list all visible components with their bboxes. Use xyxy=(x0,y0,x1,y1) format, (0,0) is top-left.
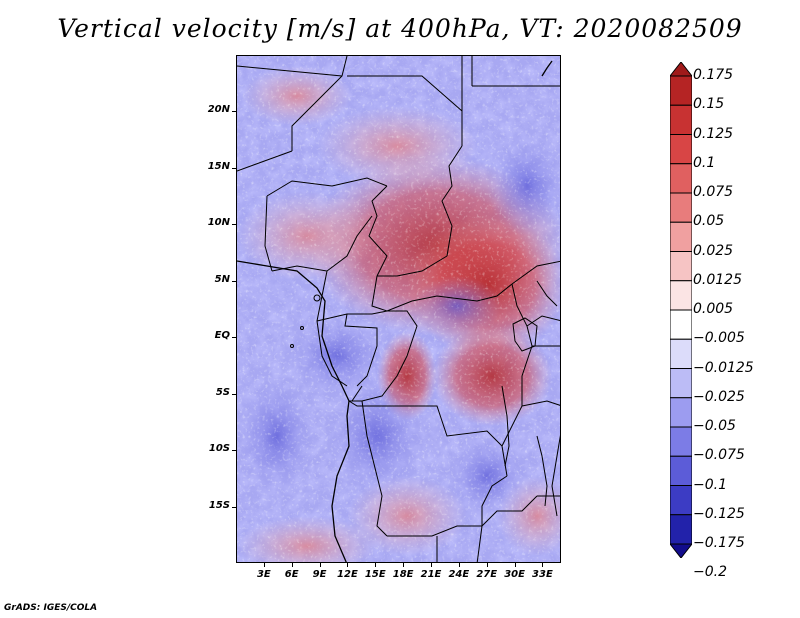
colorbar-swatch xyxy=(670,62,692,77)
colorbar-label: 0.005 xyxy=(693,301,734,317)
lon-tick-mark xyxy=(486,563,488,567)
lat-tick-mark xyxy=(232,450,236,452)
colorbar-swatch xyxy=(670,338,692,369)
colorbar-swatch xyxy=(670,163,692,194)
colorbar-label: 0.075 xyxy=(693,184,734,200)
colorbar-label: 0.125 xyxy=(693,125,734,142)
colorbar-label: 0.15 xyxy=(693,96,725,113)
lon-tick-label: 12E xyxy=(337,569,358,580)
colorbar-swatch xyxy=(670,514,692,545)
lon-tick-label: 18E xyxy=(392,569,414,580)
lat-tick-mark xyxy=(232,393,236,395)
lat-tick-mark xyxy=(232,506,236,508)
lon-tick-mark xyxy=(542,563,544,567)
colorbar xyxy=(670,62,692,558)
lon-tick-mark xyxy=(431,563,432,567)
lon-tick-mark xyxy=(319,563,321,567)
colorbar-label: 0.1 xyxy=(693,154,716,171)
colorbar-swatch xyxy=(670,192,692,223)
colorbar-swatch xyxy=(670,455,692,486)
lon-tick-mark xyxy=(514,563,516,567)
colorbar-swatch xyxy=(670,485,692,516)
colorbar-label: −0.1 xyxy=(693,476,727,493)
map-title: Vertical velocity [m/s] at 400hPa, VT: 2… xyxy=(57,14,743,43)
lat-tick-mark xyxy=(232,337,236,339)
colorbar-label: −0.2 xyxy=(693,564,727,581)
lon-tick-mark xyxy=(375,563,377,567)
lon-tick-label: 27E xyxy=(476,569,498,580)
lat-tick-mark xyxy=(232,167,236,169)
lon-tick-label: 24E xyxy=(448,569,470,580)
colorbar-label: 0.025 xyxy=(693,242,734,259)
colorbar-label: 0.05 xyxy=(693,213,725,230)
colorbar-label: −0.05 xyxy=(693,418,736,434)
lon-tick-mark xyxy=(263,563,265,567)
lat-tick-label: 5N xyxy=(214,273,230,285)
colorbar-label: −0.0125 xyxy=(693,359,754,376)
colorbar-label: −0.075 xyxy=(693,447,745,464)
colorbar-label: −0.005 xyxy=(693,330,745,347)
grads-credit: GrADS: IGES/COLA xyxy=(4,603,98,613)
colorbar-swatch xyxy=(670,251,692,282)
colorbar-swatch xyxy=(670,368,692,399)
lat-tick-label: 5S xyxy=(215,386,230,398)
lat-tick-label: 10S xyxy=(208,443,230,455)
islands xyxy=(290,294,321,348)
map-panel xyxy=(236,55,561,563)
lat-tick-label: 10N xyxy=(207,217,230,229)
lat-tick-label: 15S xyxy=(208,499,230,511)
lon-tick-label: 21E xyxy=(420,569,442,580)
lon-tick-mark xyxy=(347,563,349,567)
lat-tick-mark xyxy=(232,111,236,113)
lon-tick-mark xyxy=(458,563,460,567)
colorbar-swatch xyxy=(670,134,692,165)
lon-tick-label: 30E xyxy=(504,569,525,580)
colorbar-swatch xyxy=(670,280,692,311)
lat-tick-label: 15N xyxy=(207,160,230,172)
lat-tick-mark xyxy=(232,224,236,226)
lon-tick-label: 3E xyxy=(256,569,271,580)
colorbar-swatch xyxy=(670,309,692,340)
lat-tick-label: 20N xyxy=(207,104,230,116)
lon-tick-label: 9E xyxy=(312,569,327,580)
lat-tick-mark xyxy=(232,280,236,282)
colorbar-swatch xyxy=(670,221,692,252)
lon-tick-label: 33E xyxy=(532,569,553,580)
colorbar-swatch xyxy=(670,104,692,135)
colorbar-swatch xyxy=(670,397,692,428)
colorbar-label: 0.0125 xyxy=(693,271,742,288)
colorbar-swatch xyxy=(670,75,692,106)
colorbar-label: −0.125 xyxy=(693,505,745,522)
colorbar-swatch xyxy=(670,543,692,558)
lon-tick-mark xyxy=(291,563,293,567)
lon-tick-label: 6E xyxy=(284,569,299,580)
vertical-velocity-field xyxy=(237,56,560,562)
colorbar-label: −0.175 xyxy=(693,535,745,551)
colorbar-label: −0.025 xyxy=(693,388,745,405)
colorbar-label: 0.175 xyxy=(693,67,734,83)
lat-tick-label: EQ xyxy=(214,330,230,342)
lon-tick-label: 15E xyxy=(364,569,386,580)
colorbar-swatch xyxy=(670,426,692,457)
lon-tick-mark xyxy=(403,563,405,567)
country-boundaries xyxy=(237,56,560,562)
